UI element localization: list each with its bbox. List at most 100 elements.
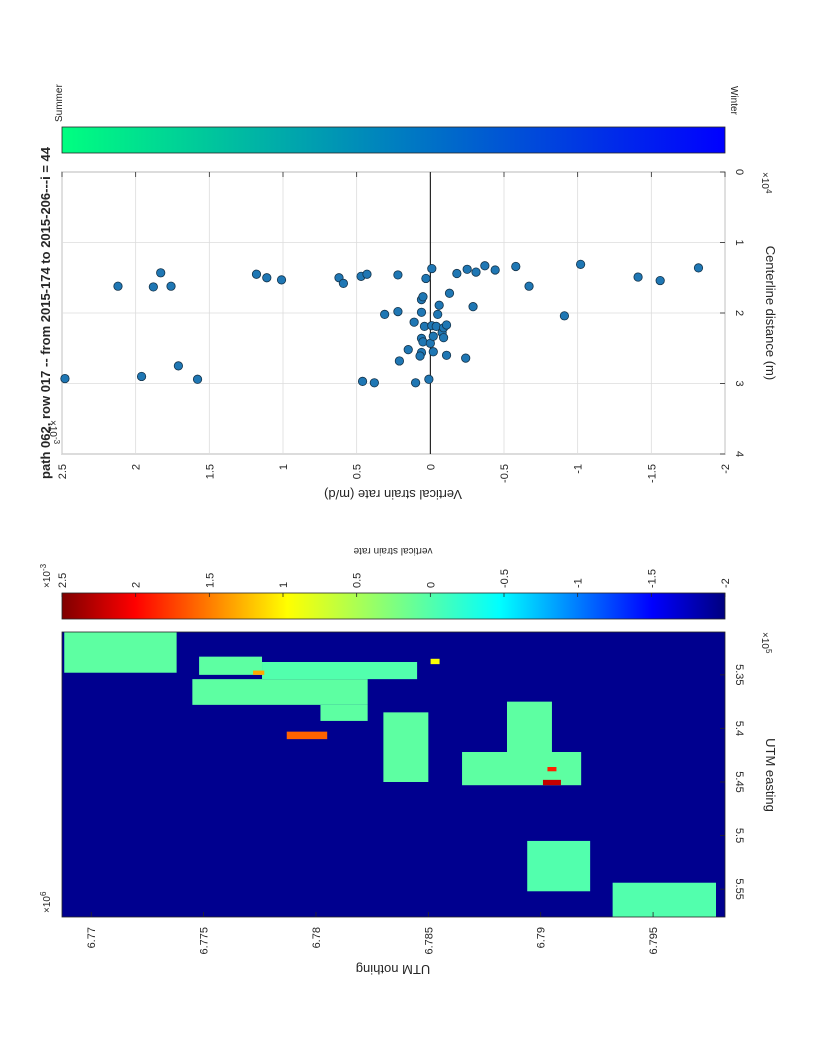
strain-colorbar-gradient <box>61 592 726 620</box>
heatmap-patch <box>262 662 418 680</box>
scatter-point <box>338 278 349 288</box>
scatter-x-tick-label: 1 <box>733 239 745 245</box>
scatter-y-tick-label: -1 <box>573 464 585 474</box>
heatmap-patch <box>199 656 263 675</box>
scatter-points <box>60 259 704 388</box>
scatter-point <box>427 263 437 274</box>
svg-text:×106: ×106 <box>39 891 53 913</box>
heatmap-patch <box>430 658 440 665</box>
scatter-point <box>576 259 586 269</box>
scatter-point <box>428 347 438 357</box>
scatter-point <box>410 378 421 388</box>
scatter-y-tick-label: -2 <box>720 464 732 474</box>
scatter-point <box>369 378 379 388</box>
scatter-x-tick-label: 4 <box>733 451 745 457</box>
scatter-point <box>418 337 428 347</box>
scatter-point <box>415 351 425 361</box>
scatter-y-tick-label: 0 <box>425 464 437 470</box>
scatter-point <box>441 350 452 360</box>
heatmap-x-tick-label: 5.45 <box>733 771 745 792</box>
scatter-point <box>428 331 438 341</box>
svg-text:×10-3: ×10-3 <box>39 563 53 588</box>
heatmap-y-exponent: ×106 <box>39 891 53 913</box>
scatter-grid <box>61 171 726 455</box>
scatter-point <box>480 261 490 271</box>
heatmap-x-tick-label: 5.4 <box>733 721 745 736</box>
heatmap-patch <box>547 767 557 772</box>
heatmap-patch <box>527 840 591 892</box>
scatter-point <box>393 270 403 280</box>
scatter-y-tick-label: -1.5 <box>646 464 658 483</box>
heatmap-patch <box>462 752 582 786</box>
season-colorbar: Summer Winter <box>54 84 739 154</box>
heatmap-y-tick-label: 6.785 <box>423 927 435 955</box>
scatter-point <box>462 264 472 274</box>
scatter-point <box>433 309 443 320</box>
season-colorbar-low-label: Winter <box>728 86 739 116</box>
heatmap-axes-frame <box>61 631 726 918</box>
scatter-y-tick-label: -0.5 <box>499 464 511 483</box>
scatter-point <box>380 309 390 320</box>
strain-colorbar-exponent-power: -3 <box>39 563 48 571</box>
season-colorbar-gradient <box>61 126 726 154</box>
scatter-y-exponent-base: ×10 <box>47 420 58 437</box>
scatter-point <box>276 275 287 285</box>
scatter-x-tick-label: 3 <box>733 380 745 386</box>
scatter-y-tick-label: 1.5 <box>204 464 216 479</box>
strain-colorbar-exponent: ×10-3 <box>39 563 53 588</box>
scatter-x-exponent-base: ×10 <box>759 172 770 189</box>
strain-colorbar-tick-label: -1 <box>573 578 585 588</box>
scatter-ylabel: Vertical strain rate (m/d) <box>324 487 462 502</box>
scatter-point <box>113 281 123 291</box>
heatmap-x-exponent-base: ×10 <box>759 632 770 649</box>
scatter-point <box>192 374 203 384</box>
scatter-point <box>60 373 70 384</box>
strain-colorbar-tick-label: -0.5 <box>499 569 511 588</box>
heatmap-patch <box>383 712 429 782</box>
heatmap-y-ticks: 6.77 6.775 6.78 6.785 6.79 6.795 <box>86 912 660 955</box>
strain-colorbar-exponent-base: ×10 <box>42 571 53 588</box>
scatter-y-tick-label: 2 <box>131 464 143 470</box>
heatmap-patch <box>192 679 368 705</box>
scatter-point <box>444 288 455 298</box>
heatmap-y-tick-label: 6.795 <box>648 927 660 955</box>
scatter-point <box>655 275 665 286</box>
heatmap-y-tick-label: 6.79 <box>536 927 548 948</box>
scatter-point <box>409 317 419 327</box>
scatter-point <box>434 300 444 310</box>
scatter-xlabel: Centerline distance (m) <box>763 246 778 380</box>
strain-colorbar-tick-label: -1.5 <box>646 569 658 588</box>
scatter-point <box>438 333 449 343</box>
strain-colorbar-tick-label: 2.5 <box>57 573 69 588</box>
scatter-x-exponent: ×104 <box>759 172 773 194</box>
strain-colorbar-tick-label: -2 <box>720 578 732 588</box>
scatter-point <box>136 371 147 382</box>
heatmap-ylabel: UTM nothing <box>356 962 430 977</box>
heatmap-x-tick-label: 5.35 <box>733 664 745 685</box>
scatter-point <box>441 320 452 330</box>
scatter-point <box>452 268 462 279</box>
scatter-y-tick-label: 1 <box>278 464 290 470</box>
svg-text:×104: ×104 <box>759 172 773 194</box>
strain-colorbar-tick-label: 0 <box>425 582 437 588</box>
scatter-y-tick-label: 0.5 <box>352 464 364 479</box>
heatmap-panel: 6.77 6.775 6.78 6.785 6.79 6.795 5.355.45.455… <box>39 545 778 977</box>
scatter-point <box>693 263 704 273</box>
heatmap-y-exponent-power: 6 <box>39 891 48 896</box>
scatter-point <box>633 272 643 282</box>
heatmap-patches <box>64 632 717 917</box>
scatter-point <box>424 374 434 384</box>
scatter-x-tick-label: 0 <box>733 169 745 175</box>
heatmap-x-tick-label: 5.5 <box>733 828 745 843</box>
heatmap-x-ticks: 5.35 5.4 5.45 5.5 5.55 <box>720 664 745 900</box>
scatter-point <box>559 311 570 321</box>
scatter-point <box>251 269 262 279</box>
strain-colorbar-ticks: -2 -1.5 -1 -0.5 0 0.5 1 1.5 2 2.5 <box>57 569 732 597</box>
heatmap-y-exponent-base: ×10 <box>42 896 53 913</box>
scatter-point <box>394 356 404 366</box>
heatmap-patch <box>542 779 561 786</box>
scatter-point <box>511 261 521 272</box>
scatter-y-ticks: -2 -1.5 -1 -0.5 0 0.5 1 1.5 2 2.5 <box>57 172 732 483</box>
strain-colorbar-label: vertical strain rate <box>353 545 432 556</box>
